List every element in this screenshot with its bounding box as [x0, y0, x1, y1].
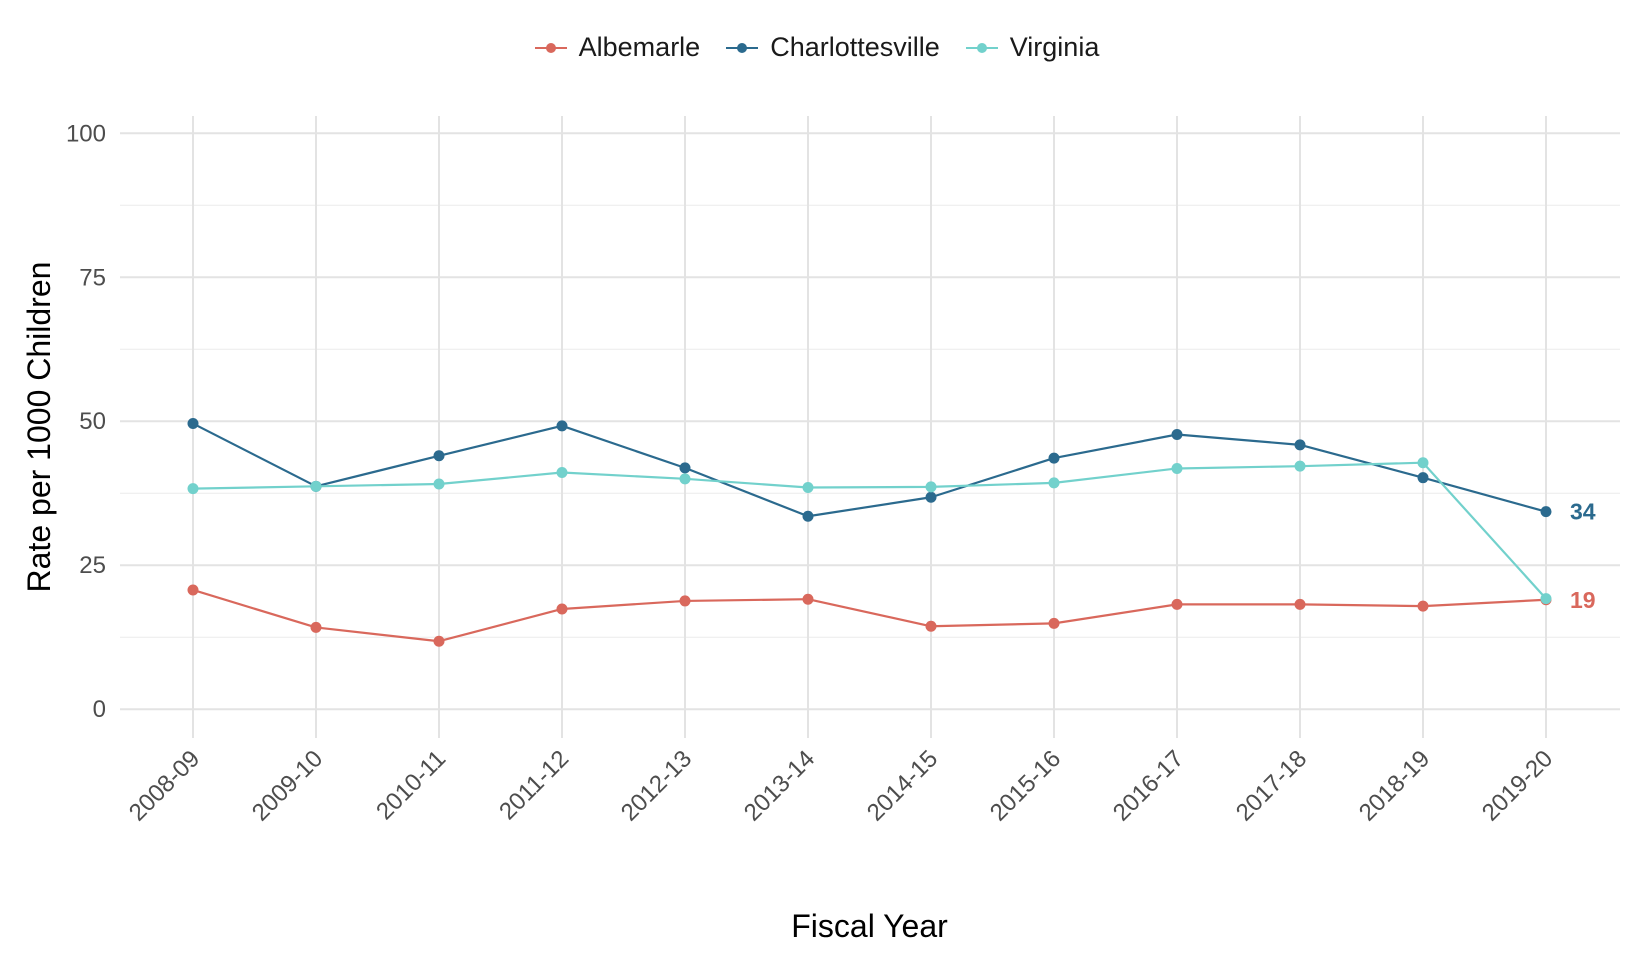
- major-gridlines: [120, 116, 1620, 738]
- x-tick-label: 2015-16: [985, 745, 1066, 826]
- series-lines: [192, 422, 1547, 643]
- data-point-charlottesville: [802, 510, 814, 522]
- data-point-virginia: [802, 481, 814, 493]
- legend-label: Charlottesville: [770, 32, 940, 62]
- x-tick-label: 2013-14: [739, 745, 820, 826]
- data-point-albemarle: [310, 621, 322, 633]
- data-point-virginia: [1171, 462, 1183, 474]
- data-point-virginia: [556, 466, 568, 478]
- data-point-virginia: [187, 483, 199, 495]
- series-points: [187, 418, 1552, 647]
- data-point-albemarle: [1417, 600, 1429, 612]
- end-label-albemarle: 19: [1570, 587, 1596, 613]
- data-point-albemarle: [187, 584, 199, 596]
- minor-gridlines: [120, 204, 1620, 638]
- x-tick-label: 2016-17: [1108, 745, 1189, 826]
- data-point-charlottesville: [1048, 452, 1060, 464]
- series-line-virginia: [192, 461, 1547, 600]
- series-line-charlottesville: [192, 422, 1547, 518]
- legend-label: Albemarle: [578, 32, 701, 62]
- legend-key: [726, 42, 759, 53]
- data-point-albemarle: [925, 620, 937, 632]
- y-tick-label: 0: [93, 696, 106, 723]
- data-point-albemarle: [802, 593, 814, 605]
- data-point-albemarle: [1048, 617, 1060, 629]
- data-point-albemarle: [433, 635, 445, 647]
- data-point-charlottesville: [187, 418, 199, 430]
- data-point-virginia: [1048, 477, 1060, 489]
- data-point-albemarle: [1171, 598, 1183, 610]
- data-point-charlottesville: [433, 450, 445, 462]
- data-point-charlottesville: [1294, 439, 1306, 451]
- data-point-albemarle: [679, 595, 691, 607]
- end-label-charlottesville: 34: [1570, 499, 1596, 525]
- legend-item: Albemarle: [533, 32, 701, 63]
- x-tick-label: 2014-15: [862, 745, 943, 826]
- legend-item: Charlottesville: [724, 32, 940, 63]
- end-labels: 34 19: [1570, 499, 1596, 613]
- data-point-virginia: [433, 478, 445, 490]
- x-tick-label: 2019-20: [1477, 745, 1558, 826]
- x-tick-label: 2012-13: [616, 745, 697, 826]
- legend-label: Virginia: [1009, 32, 1100, 62]
- y-tick-label: 25: [79, 552, 106, 579]
- legend-key: [965, 42, 998, 53]
- x-tick-label: 2009-10: [247, 745, 328, 826]
- series-line-albemarle: [192, 588, 1547, 643]
- y-axis-tick-labels: 0 25 50 75 100: [66, 120, 106, 723]
- x-axis-title: Fiscal Year: [791, 908, 948, 944]
- y-tick-label: 50: [79, 408, 106, 435]
- x-tick-label: 2018-19: [1354, 745, 1435, 826]
- data-point-charlottesville: [556, 420, 568, 432]
- data-point-charlottesville: [1540, 506, 1552, 518]
- data-point-albemarle: [1294, 598, 1306, 610]
- data-point-albemarle: [556, 603, 568, 615]
- y-tick-label: 100: [66, 120, 106, 147]
- y-axis-title: Rate per 1000 Children: [21, 262, 57, 593]
- data-point-charlottesville: [1171, 428, 1183, 440]
- data-point-virginia: [925, 481, 937, 493]
- data-point-virginia: [310, 480, 322, 492]
- data-point-charlottesville: [679, 462, 691, 474]
- data-point-charlottesville: [1417, 472, 1429, 484]
- legend: Albemarle Charlottesville Virginia: [0, 32, 1632, 63]
- data-point-virginia: [1417, 457, 1429, 469]
- x-axis-tick-labels: 2008-09 2009-10 2010-11 2011-12 2012-13 2013-…: [124, 745, 1558, 826]
- legend-item: Virginia: [964, 32, 1100, 63]
- data-point-charlottesville: [925, 491, 937, 503]
- legend-key: [534, 42, 567, 53]
- data-point-virginia: [1540, 593, 1552, 605]
- y-tick-label: 75: [79, 264, 106, 291]
- x-tick-label: 2010-11: [371, 745, 451, 825]
- x-tick-label: 2008-09: [124, 745, 205, 826]
- data-point-virginia: [679, 473, 691, 485]
- x-tick-label: 2017-18: [1231, 745, 1312, 826]
- x-tick-label: 2011-12: [494, 745, 574, 825]
- data-point-virginia: [1294, 460, 1306, 472]
